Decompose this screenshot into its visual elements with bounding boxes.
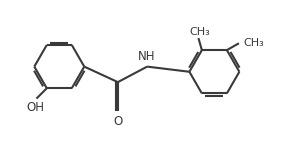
Text: NH: NH bbox=[138, 50, 156, 63]
Text: CH₃: CH₃ bbox=[243, 38, 264, 48]
Text: O: O bbox=[113, 115, 122, 128]
Text: OH: OH bbox=[27, 101, 45, 114]
Text: CH₃: CH₃ bbox=[190, 27, 210, 37]
